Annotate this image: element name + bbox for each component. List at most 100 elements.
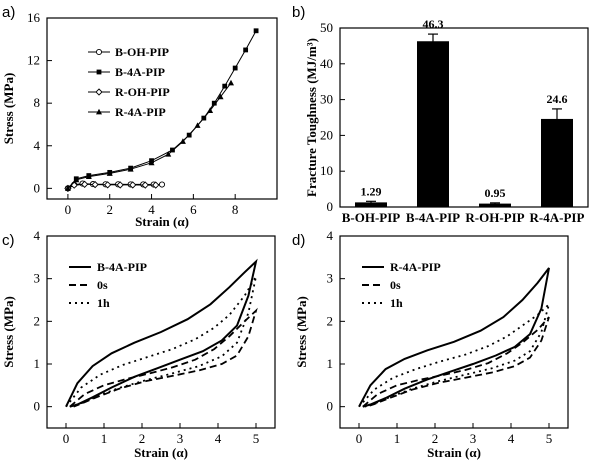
y-tick-label: 0 (327, 199, 334, 214)
y-tick-label: 20 (320, 127, 333, 142)
x-category-label: B-OH-PIP (342, 210, 401, 225)
x-tick-label: 3 (470, 431, 477, 446)
panel-label-3: d) (292, 232, 305, 249)
data-point-R-4A-PIP (64, 185, 71, 191)
y-tick-label: 3 (327, 271, 334, 286)
hysteresis-loop-1h (65, 276, 257, 408)
panel-label-2: c) (2, 232, 15, 249)
panel-label-1: b) (292, 4, 305, 21)
y-tick-label: 30 (320, 92, 333, 107)
data-point-B-OH-PIP (158, 181, 166, 188)
legend-marker-R-OH-PIP (95, 88, 103, 96)
y-tick-label: 3 (34, 271, 41, 286)
legend-marker-R-4A-PIP (96, 108, 102, 115)
data-point-R-4A-PIP (148, 159, 155, 166)
data-point-B-4A-PIP (253, 28, 259, 34)
bar-R-OH-PIP (479, 203, 511, 207)
data-point-R-OH-PIP (141, 181, 149, 189)
x-tick-label: 1 (394, 431, 401, 446)
x-tick-label: 4 (215, 431, 222, 446)
y-tick-label: 16 (27, 10, 41, 25)
y-axis-label: Stress (MPa) (1, 296, 16, 368)
x-category-label: R-OH-PIP (465, 210, 524, 225)
plot-frame-2 (46, 235, 276, 429)
data-point-R-OH-PIP (152, 181, 160, 189)
data-point-R-4A-PIP (106, 170, 113, 176)
series-line-R-4A-PIP (67, 82, 232, 189)
x-axis-label: Strain (α) (135, 214, 189, 229)
data-point-R-4A-PIP (207, 107, 214, 114)
y-tick-label: 4 (34, 228, 41, 243)
y-tick-label: 8 (34, 95, 41, 110)
legend-label: 1h (390, 296, 403, 310)
x-tick-label: 5 (546, 431, 553, 446)
legend-label: R-4A-PIP (115, 105, 166, 119)
y-tick-label: 0 (34, 399, 41, 414)
data-point-B-4A-PIP (243, 47, 249, 53)
legend-label: 1h (97, 296, 110, 310)
plot-frame-0 (46, 17, 278, 200)
data-label: 0.95 (485, 186, 506, 200)
legend-label: 0s (390, 278, 401, 292)
plot-frame-1 (339, 27, 589, 208)
data-point-R-OH-PIP (103, 181, 112, 189)
data-point-R-OH-PIP (80, 180, 89, 188)
x-tick-label: 0 (65, 202, 72, 217)
legend-marker-B-OH-PIP (95, 48, 103, 56)
bar-R-4A-PIP (541, 118, 573, 207)
hysteresis-loop-0s (69, 307, 258, 408)
x-tick-label: 0 (63, 431, 70, 446)
x-tick-label: 2 (106, 202, 113, 217)
bar-B-4A-PIP (417, 41, 449, 207)
data-point-B-4A-PIP (222, 83, 228, 89)
x-axis-label: Strain (α) (427, 445, 481, 460)
legend-marker-B-4A-PIP (96, 69, 102, 75)
x-tick-label: 1 (101, 431, 108, 446)
legend-label: 0s (97, 278, 108, 292)
y-axis-label: Stress (MPa) (1, 73, 16, 145)
data-label: 1.29 (361, 184, 382, 198)
hysteresis-loop-B-4A-PIP (65, 258, 258, 408)
x-tick-label: 4 (508, 431, 515, 446)
series-line-B-OH-PIP (67, 183, 162, 189)
data-label: 46.3 (423, 17, 444, 31)
y-tick-label: 2 (34, 313, 41, 328)
legend-label: R-OH-PIP (115, 85, 170, 99)
x-category-label: B-4A-PIP (406, 210, 460, 225)
data-point-R-OH-PIP (116, 181, 124, 189)
hysteresis-loop-1h (358, 301, 551, 408)
y-tick-label: 4 (34, 138, 41, 153)
y-tick-label: 10 (320, 163, 333, 178)
legend-label: B-4A-PIP (97, 260, 147, 274)
data-point-R-4A-PIP (228, 79, 234, 86)
y-tick-label: 50 (320, 20, 333, 35)
legend-label: B-4A-PIP (115, 65, 165, 79)
y-tick-label: 2 (327, 313, 334, 328)
y-tick-label: 1 (327, 356, 334, 371)
data-point-R-4A-PIP (127, 165, 134, 172)
data-point-R-OH-PIP (129, 181, 137, 189)
x-tick-label: 8 (232, 202, 239, 217)
data-point-B-4A-PIP (211, 100, 217, 106)
plot-frame-3 (339, 235, 569, 429)
legend-label: B-OH-PIP (115, 45, 169, 59)
x-axis-label: Strain (α) (134, 445, 188, 460)
y-tick-label: 0 (34, 180, 41, 195)
data-point-R-4A-PIP (85, 173, 92, 180)
y-tick-label: 1 (34, 356, 41, 371)
x-tick-label: 2 (432, 431, 439, 446)
x-tick-label: 4 (148, 202, 155, 217)
y-tick-label: 4 (327, 228, 334, 243)
legend-label: R-4A-PIP (390, 260, 441, 274)
data-point-R-4A-PIP (73, 176, 80, 183)
x-tick-label: 2 (139, 431, 146, 446)
x-category-label: R-4A-PIP (530, 210, 585, 225)
x-tick-label: 5 (253, 431, 260, 446)
data-label: 24.6 (547, 92, 568, 106)
data-point-B-4A-PIP (232, 65, 238, 71)
y-tick-label: 40 (320, 56, 333, 71)
bar-B-OH-PIP (355, 202, 387, 207)
data-point-R-4A-PIP (165, 151, 172, 157)
y-axis-label: Fracture Toughness (MJ/m³) (304, 38, 319, 197)
